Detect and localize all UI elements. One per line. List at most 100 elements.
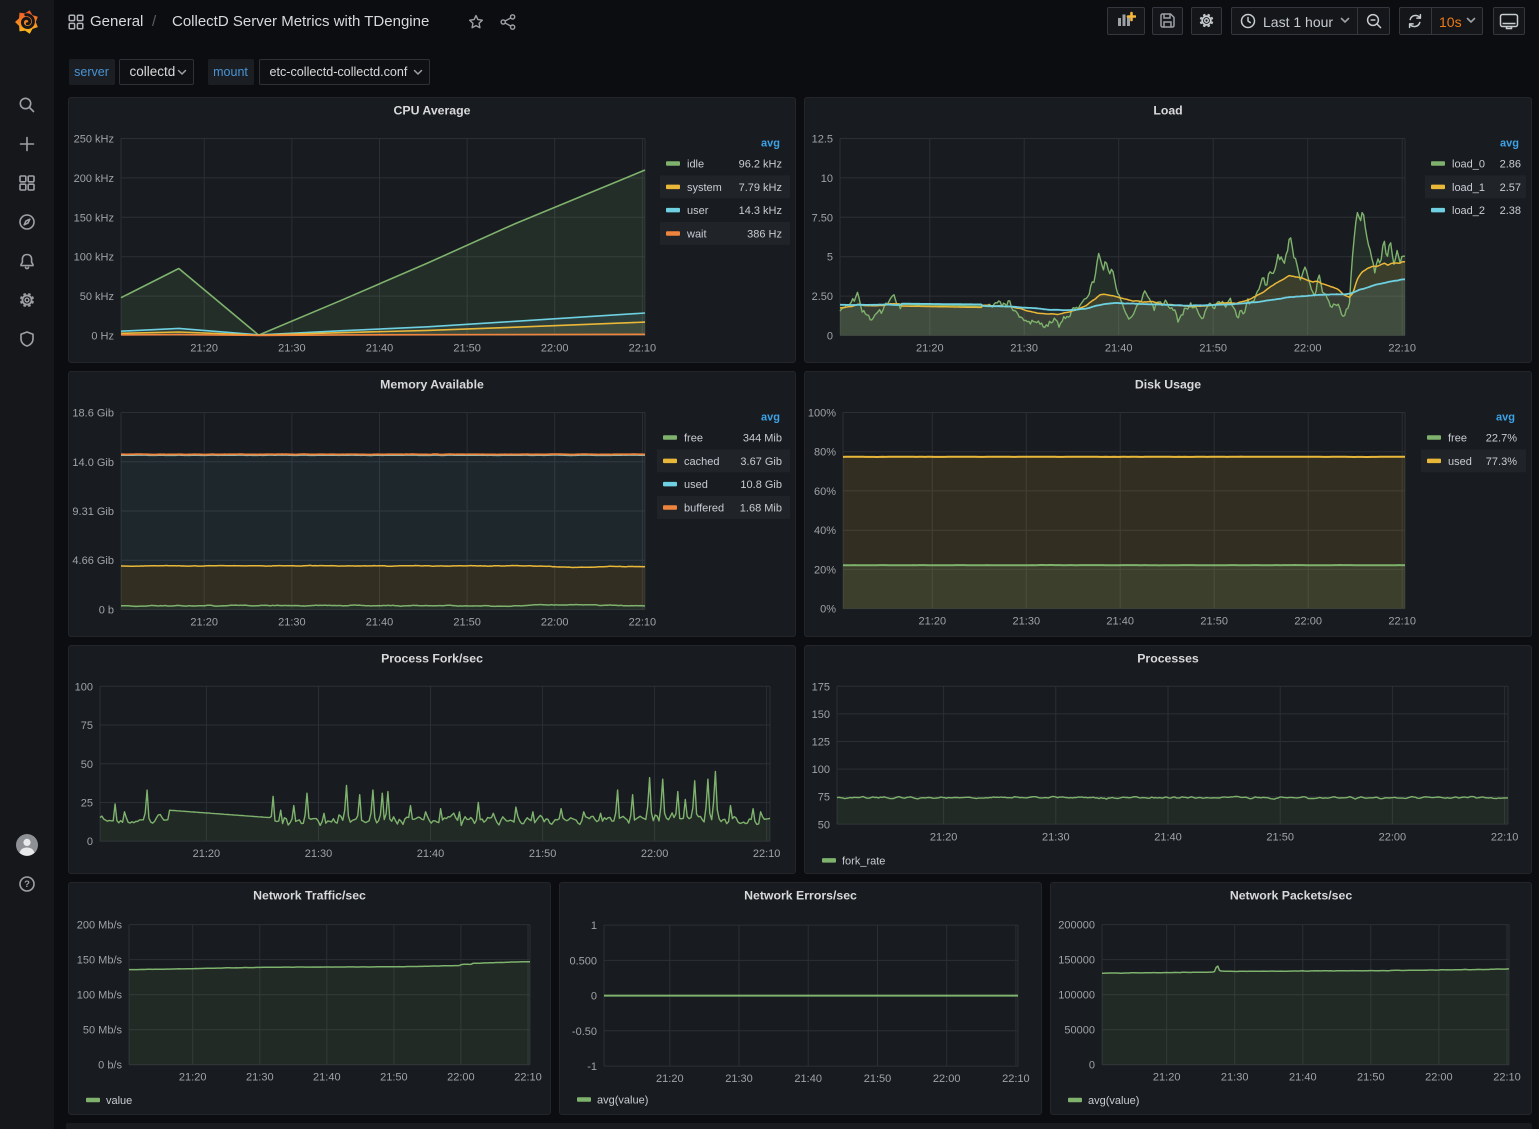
svg-text:100: 100 <box>812 764 830 776</box>
svg-text:21:40: 21:40 <box>366 617 394 629</box>
svg-text:22:00: 22:00 <box>541 343 569 355</box>
svg-text:20%: 20% <box>814 564 836 576</box>
svg-text:0 Hz: 0 Hz <box>91 331 114 343</box>
svg-text:22:00: 22:00 <box>933 1073 961 1085</box>
svg-text:22:10: 22:10 <box>1002 1073 1030 1085</box>
svg-text:22:10: 22:10 <box>1388 343 1416 355</box>
svg-text:22:10: 22:10 <box>1491 831 1519 843</box>
svg-text:22:10: 22:10 <box>629 617 657 629</box>
svg-text:21:30: 21:30 <box>1221 1072 1249 1084</box>
svg-text:22:00: 22:00 <box>1425 1072 1453 1084</box>
svg-text:0%: 0% <box>820 604 836 616</box>
svg-text:14.3 kHz: 14.3 kHz <box>739 205 782 217</box>
svg-text:10.8 Gib: 10.8 Gib <box>740 479 782 491</box>
svg-text:avg: avg <box>1500 137 1519 149</box>
svg-text:wait: wait <box>686 228 707 240</box>
svg-text:avg(value): avg(value) <box>1088 1095 1139 1107</box>
svg-text:50 Mb/s: 50 Mb/s <box>83 1025 123 1037</box>
svg-text:200 Mb/s: 200 Mb/s <box>77 920 123 932</box>
svg-text:100: 100 <box>75 681 93 693</box>
svg-text:21:30: 21:30 <box>1013 616 1041 628</box>
svg-text:60%: 60% <box>814 486 836 498</box>
svg-text:21:40: 21:40 <box>1105 343 1133 355</box>
svg-text:Process Fork/sec: Process Fork/sec <box>381 652 483 666</box>
svg-text:avg: avg <box>761 411 780 423</box>
svg-text:22:10: 22:10 <box>514 1072 542 1084</box>
svg-text:used: used <box>684 479 708 491</box>
svg-text:?: ? <box>24 879 30 890</box>
svg-text:150000: 150000 <box>1058 955 1095 967</box>
svg-text:2.38: 2.38 <box>1500 205 1521 217</box>
svg-text:system: system <box>687 182 722 194</box>
svg-text:21:50: 21:50 <box>864 1073 892 1085</box>
svg-text:21:40: 21:40 <box>794 1073 822 1085</box>
svg-text:0 b/s: 0 b/s <box>98 1060 122 1072</box>
svg-text:21:20: 21:20 <box>190 617 218 629</box>
svg-text:22:10: 22:10 <box>1388 616 1416 628</box>
svg-text:load_1: load_1 <box>1452 182 1485 194</box>
svg-text:150 kHz: 150 kHz <box>74 212 114 224</box>
svg-text:50 kHz: 50 kHz <box>80 291 114 303</box>
svg-text:77.3%: 77.3% <box>1486 456 1517 468</box>
svg-text:free: free <box>1448 433 1467 445</box>
svg-text:386 Hz: 386 Hz <box>747 228 782 240</box>
svg-text:0 b: 0 b <box>99 605 114 617</box>
svg-text:3.67 Gib: 3.67 Gib <box>740 456 782 468</box>
svg-text:22:10: 22:10 <box>1493 1072 1521 1084</box>
svg-text:21:30: 21:30 <box>278 343 306 355</box>
svg-text:CPU Average: CPU Average <box>394 104 471 118</box>
svg-text:21:40: 21:40 <box>417 848 445 860</box>
svg-text:Disk Usage: Disk Usage <box>1135 378 1201 392</box>
svg-text:40%: 40% <box>814 525 836 537</box>
svg-text:Load: Load <box>1153 104 1182 118</box>
svg-text:avg: avg <box>761 137 780 149</box>
svg-text:22:10: 22:10 <box>629 343 657 355</box>
svg-text:7.79 kHz: 7.79 kHz <box>739 182 782 194</box>
svg-text:0: 0 <box>827 331 833 343</box>
svg-text:21:30: 21:30 <box>278 617 306 629</box>
svg-text:75: 75 <box>81 720 93 732</box>
svg-text:21:20: 21:20 <box>193 848 221 860</box>
svg-text:21:50: 21:50 <box>453 617 481 629</box>
svg-text:344 Mib: 344 Mib <box>743 433 782 445</box>
svg-text:0.500: 0.500 <box>569 955 597 967</box>
svg-text:150 Mb/s: 150 Mb/s <box>77 955 123 967</box>
svg-text:buffered: buffered <box>684 502 724 514</box>
svg-text:Network Packets/sec: Network Packets/sec <box>1230 889 1353 903</box>
svg-text:10: 10 <box>821 173 833 185</box>
svg-text:Processes: Processes <box>1137 652 1199 666</box>
svg-text:50000: 50000 <box>1064 1025 1095 1037</box>
svg-text:22.7%: 22.7% <box>1486 433 1517 445</box>
svg-text:21:20: 21:20 <box>919 616 947 628</box>
svg-text:Memory Available: Memory Available <box>380 378 484 392</box>
svg-text:21:30: 21:30 <box>725 1073 753 1085</box>
svg-text:100000: 100000 <box>1058 990 1095 1002</box>
svg-text:2.86: 2.86 <box>1500 159 1521 171</box>
svg-text:22:00: 22:00 <box>641 848 669 860</box>
svg-text:75: 75 <box>818 792 830 804</box>
svg-text:100 kHz: 100 kHz <box>74 252 114 264</box>
svg-text:22:00: 22:00 <box>1294 616 1322 628</box>
svg-text:21:20: 21:20 <box>190 343 218 355</box>
svg-text:21:50: 21:50 <box>529 848 557 860</box>
svg-text:21:40: 21:40 <box>1289 1072 1317 1084</box>
svg-text:22:00: 22:00 <box>541 617 569 629</box>
svg-text:fork_rate: fork_rate <box>842 855 885 867</box>
svg-text:9.31 Gib: 9.31 Gib <box>72 506 114 518</box>
svg-text:21:50: 21:50 <box>1199 343 1227 355</box>
svg-text:22:10: 22:10 <box>753 848 781 860</box>
svg-text:22:00: 22:00 <box>1294 343 1322 355</box>
svg-text:100%: 100% <box>808 408 836 420</box>
svg-text:22:00: 22:00 <box>447 1072 475 1084</box>
svg-text:21:20: 21:20 <box>179 1072 207 1084</box>
svg-text:14.0 Gib: 14.0 Gib <box>72 457 114 469</box>
svg-text:cached: cached <box>684 456 719 468</box>
svg-text:21:30: 21:30 <box>1042 831 1070 843</box>
svg-text:value: value <box>106 1095 132 1107</box>
svg-text:250 kHz: 250 kHz <box>74 134 114 146</box>
svg-text:-0.50: -0.50 <box>572 1026 597 1038</box>
svg-text:21:50: 21:50 <box>1357 1072 1385 1084</box>
svg-text:load_0: load_0 <box>1452 159 1485 171</box>
svg-text:load_2: load_2 <box>1452 205 1485 217</box>
svg-text:125: 125 <box>812 737 830 749</box>
